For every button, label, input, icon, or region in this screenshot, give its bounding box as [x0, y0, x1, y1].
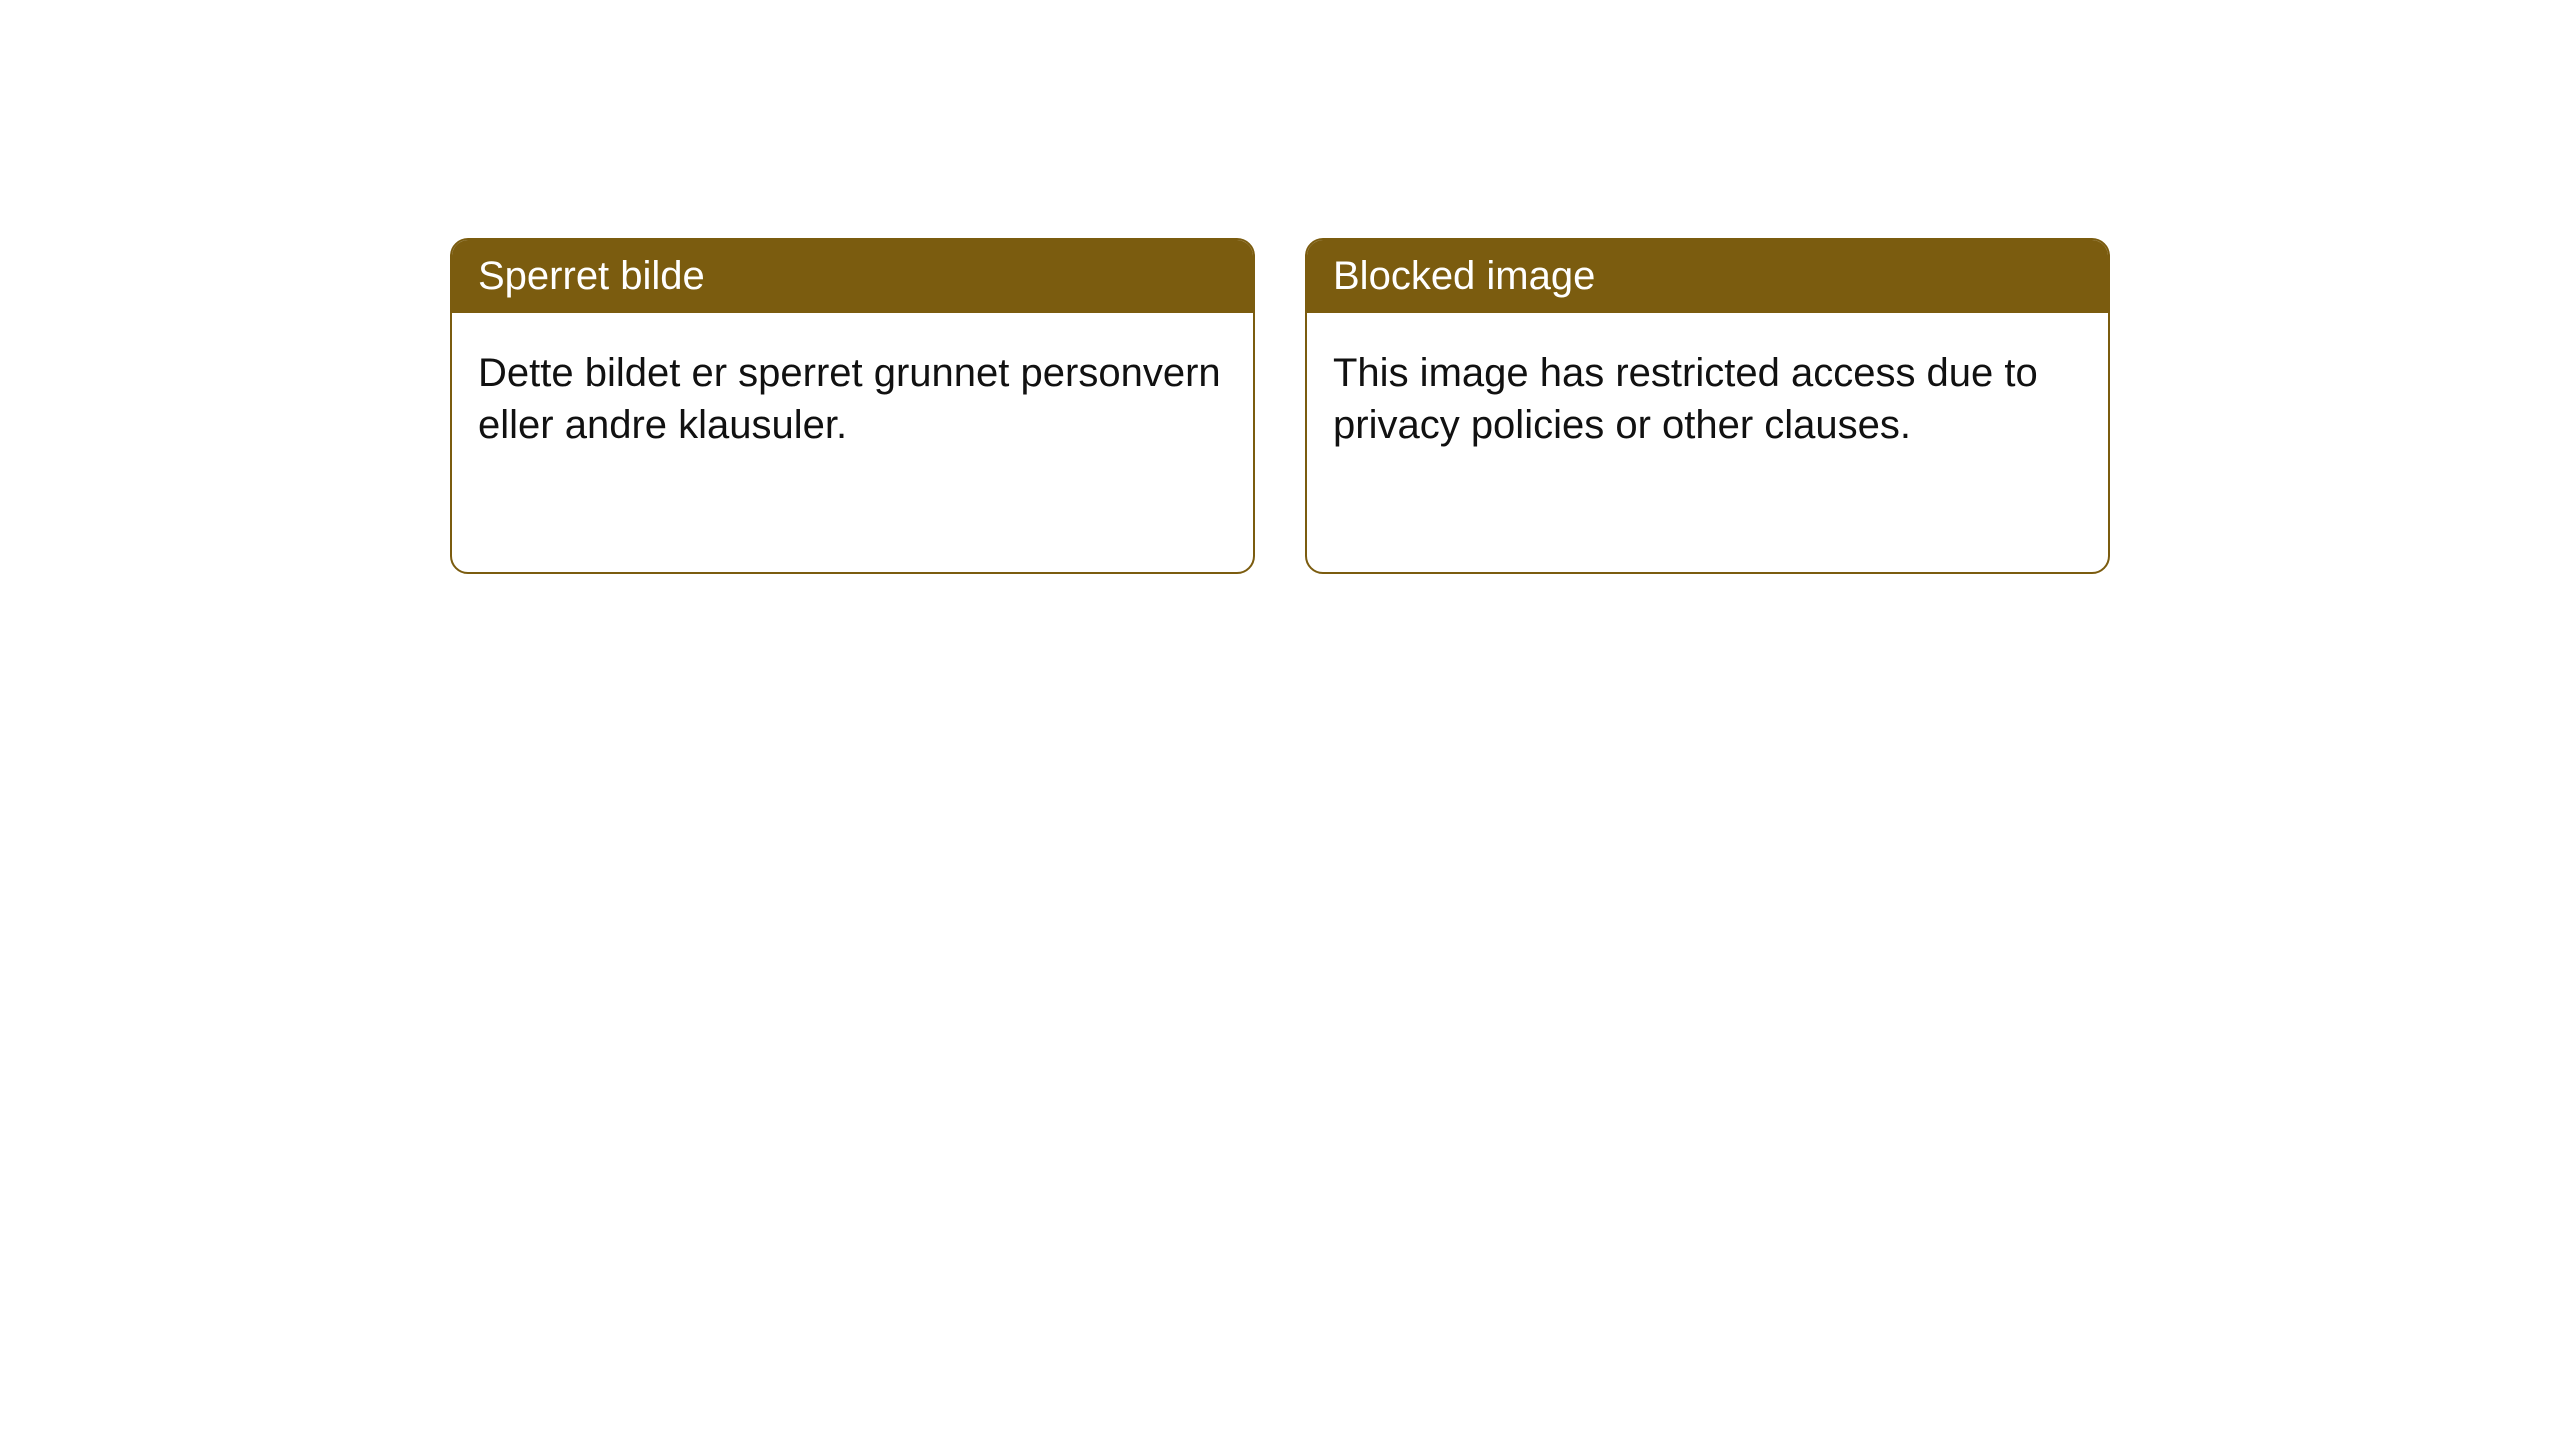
notice-card-header: Sperret bilde — [452, 240, 1253, 313]
notice-card-english: Blocked image This image has restricted … — [1305, 238, 2110, 574]
notice-body-text: This image has restricted access due to … — [1333, 351, 2038, 447]
notice-card-body: Dette bildet er sperret grunnet personve… — [452, 313, 1253, 485]
notice-card-norwegian: Sperret bilde Dette bildet er sperret gr… — [450, 238, 1255, 574]
notice-container: Sperret bilde Dette bildet er sperret gr… — [0, 0, 2560, 574]
notice-card-body: This image has restricted access due to … — [1307, 313, 2108, 485]
notice-card-header: Blocked image — [1307, 240, 2108, 313]
notice-title: Blocked image — [1333, 254, 1595, 298]
notice-title: Sperret bilde — [478, 254, 705, 298]
notice-body-text: Dette bildet er sperret grunnet personve… — [478, 351, 1221, 447]
